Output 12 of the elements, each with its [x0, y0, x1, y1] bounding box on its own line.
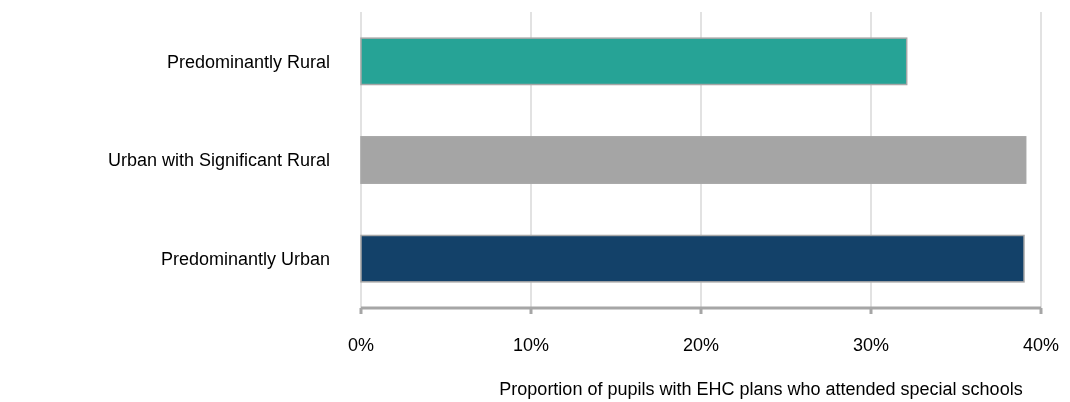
- x-tick-label: 20%: [682, 335, 720, 355]
- bar: [360, 136, 1027, 184]
- x-tick-label: 30%: [852, 335, 890, 355]
- x-tick-label: 0%: [347, 335, 375, 355]
- bar: [360, 234, 1025, 283]
- bar: [360, 37, 908, 86]
- x-axis-title: Proportion of pupils with EHC plans who attended special schools: [499, 379, 1023, 399]
- y-tick-label: Predominantly Urban: [160, 248, 330, 269]
- y-tick-label: Urban with Significant Rural: [107, 150, 330, 171]
- x-tick-label: 10%: [512, 335, 550, 355]
- x-tick-label: 40%: [1022, 335, 1060, 355]
- y-tick-label: Predominantly Rural: [166, 51, 330, 72]
